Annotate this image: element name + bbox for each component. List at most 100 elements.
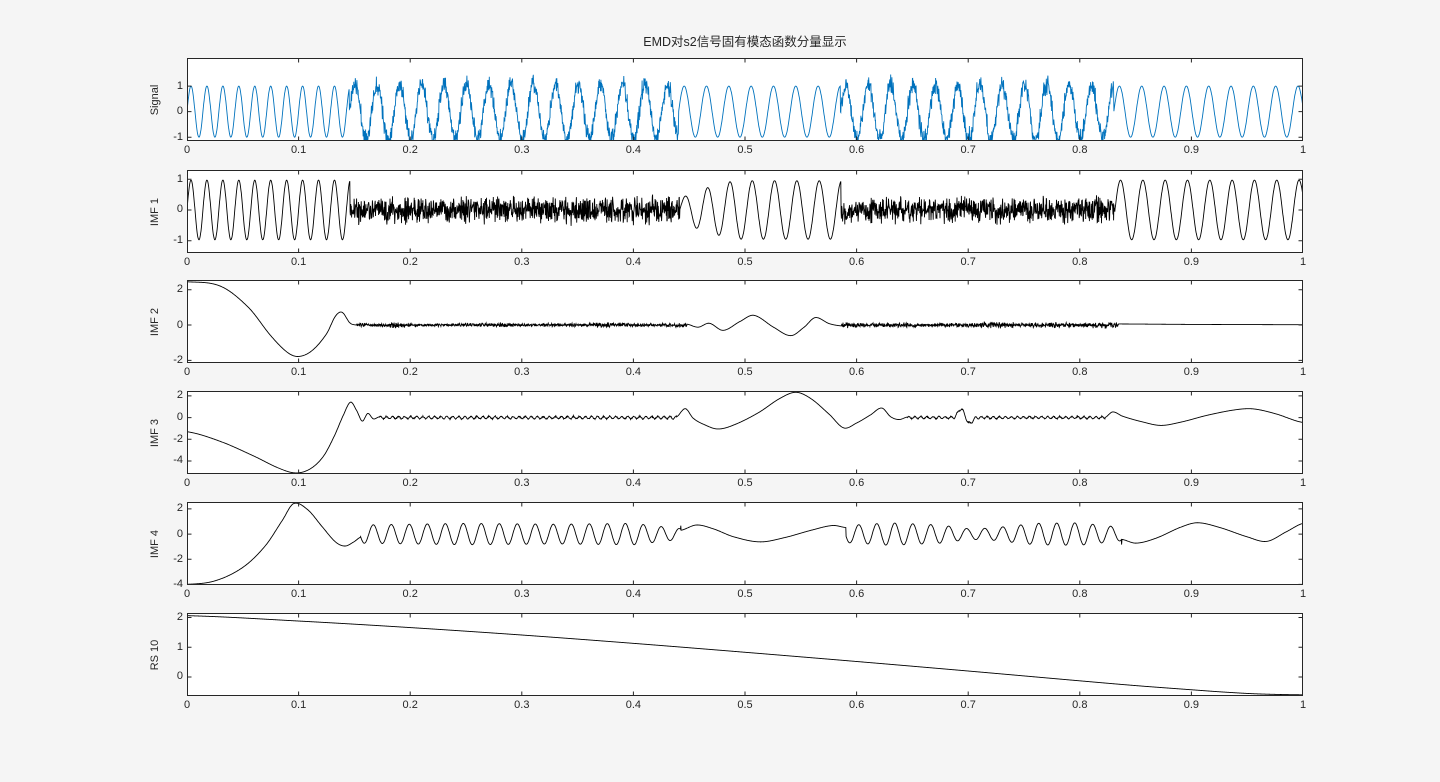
x-tick-label: 0.4 <box>625 256 642 268</box>
y-tick-label: 2 <box>176 502 183 515</box>
y-axis-label-imf-3: IMF 3 <box>149 418 161 447</box>
x-tick-label: 0.7 <box>960 366 976 378</box>
x-tick-label: 0.8 <box>1072 588 1088 600</box>
x-tick-label: 0.5 <box>737 588 753 600</box>
subplot-canvas-imf-1 <box>187 170 1303 253</box>
x-tick-label: 0 <box>183 256 191 268</box>
axes-border <box>187 613 1303 696</box>
x-tick-label: 0.2 <box>402 477 418 489</box>
x-tick-label: 0.1 <box>290 144 307 156</box>
x-tick-label: 0.6 <box>848 144 865 156</box>
y-tick-label: -2 <box>173 552 183 565</box>
x-tick-label: 0.6 <box>848 256 865 268</box>
axes-border <box>187 58 1303 141</box>
y-axis-label-rs-10: RS 10 <box>149 639 161 670</box>
tick-marks <box>187 170 1303 253</box>
x-tick-label: 0.9 <box>1183 477 1200 489</box>
y-tick-label: 0 <box>176 411 183 424</box>
x-tick-label: 0.3 <box>514 477 530 489</box>
x-tick-label: 0.1 <box>290 699 307 711</box>
y-tick-label: 0 <box>176 670 183 683</box>
x-tick-label: 0.7 <box>960 477 976 489</box>
subplot-imf-3 <box>187 391 1303 474</box>
x-tick-label: 0.4 <box>625 699 642 711</box>
x-tick-label: 0.1 <box>290 256 307 268</box>
subplot-canvas-imf-3 <box>187 391 1303 474</box>
figure-title: EMD对s2信号固有模态函数分量显示 <box>643 35 847 49</box>
x-tick-label: 0.9 <box>1183 588 1200 600</box>
y-axis-label-signal: Signal <box>149 84 161 115</box>
x-tick-label: 0.5 <box>737 699 753 711</box>
subplot-canvas-rs-10 <box>187 613 1303 696</box>
x-tick-label: 0 <box>183 699 191 711</box>
x-tick-label: 0.8 <box>1072 699 1088 711</box>
axes-border <box>187 280 1303 363</box>
waveform-imf-4 <box>187 502 1303 585</box>
y-tick-label: 0 <box>176 527 183 540</box>
x-tick-label: 0.5 <box>737 144 753 156</box>
x-tick-label: 0.4 <box>625 588 642 600</box>
x-tick-label: 1 <box>1299 588 1307 600</box>
waveform-imf-2 <box>187 281 1303 357</box>
subplot-rs-10 <box>187 613 1303 696</box>
axes-border <box>187 502 1303 585</box>
x-tick-label: 0.9 <box>1183 366 1200 378</box>
x-tick-label: 0.5 <box>737 366 753 378</box>
x-tick-label: 0 <box>183 144 191 156</box>
x-tick-label: 0.3 <box>514 699 530 711</box>
x-tick-label: 0.1 <box>290 588 307 600</box>
x-tick-label: 0.5 <box>737 256 753 268</box>
x-tick-label: 0.4 <box>625 366 642 378</box>
x-tick-label: 0.8 <box>1072 477 1088 489</box>
y-tick-label: -1 <box>173 130 183 143</box>
y-axis-label-imf-1: IMF 1 <box>149 197 161 226</box>
x-tick-label: 0.3 <box>514 256 530 268</box>
y-tick-label: 2 <box>176 389 183 402</box>
x-tick-label: 0.7 <box>960 588 976 600</box>
y-axis-label-imf-4: IMF 4 <box>149 529 161 558</box>
subplot-canvas-signal <box>187 58 1303 141</box>
x-tick-label: 0.7 <box>960 256 976 268</box>
x-tick-label: 0.6 <box>848 699 865 711</box>
x-tick-label: 0.3 <box>514 366 530 378</box>
x-tick-label: 0.6 <box>848 588 865 600</box>
x-tick-label: 0.2 <box>402 588 418 600</box>
x-tick-label: 1 <box>1299 256 1307 268</box>
waveform-signal <box>187 74 1303 141</box>
x-tick-label: 0.6 <box>848 366 865 378</box>
subplot-canvas-imf-2 <box>187 280 1303 363</box>
x-tick-label: 0.4 <box>625 477 642 489</box>
x-tick-label: 0.9 <box>1183 144 1200 156</box>
y-tick-label: -2 <box>173 353 183 366</box>
y-tick-label: 1 <box>176 172 183 185</box>
y-tick-label: 0 <box>176 203 183 216</box>
x-tick-label: 1 <box>1299 144 1307 156</box>
x-tick-label: 0.2 <box>402 699 418 711</box>
y-tick-label: 2 <box>176 283 183 296</box>
x-tick-label: 0.9 <box>1183 256 1200 268</box>
x-tick-label: 0.2 <box>402 366 418 378</box>
tick-marks <box>187 613 1303 696</box>
subplot-canvas-imf-4 <box>187 502 1303 585</box>
y-tick-label: -4 <box>173 454 183 467</box>
y-tick-label: 2 <box>176 610 183 623</box>
subplot-imf-1 <box>187 170 1303 253</box>
x-tick-label: 0.3 <box>514 588 530 600</box>
y-tick-label: 1 <box>176 79 183 92</box>
x-tick-label: 0 <box>183 366 191 378</box>
x-tick-label: 0 <box>183 588 191 600</box>
x-tick-label: 0.8 <box>1072 256 1088 268</box>
axes-border <box>187 391 1303 474</box>
y-axis-label-imf-2: IMF 2 <box>149 307 161 336</box>
subplot-imf-2 <box>187 280 1303 363</box>
x-tick-label: 0.7 <box>960 144 976 156</box>
y-tick-label: 0 <box>176 105 183 118</box>
x-tick-label: 0 <box>183 477 191 489</box>
x-tick-label: 1 <box>1299 699 1307 711</box>
tick-marks <box>187 58 1303 141</box>
waveform-imf-1 <box>187 179 1303 241</box>
x-tick-label: 0.4 <box>625 144 642 156</box>
x-tick-label: 0.8 <box>1072 366 1088 378</box>
y-tick-label: 0 <box>176 318 183 331</box>
tick-marks <box>187 391 1303 474</box>
